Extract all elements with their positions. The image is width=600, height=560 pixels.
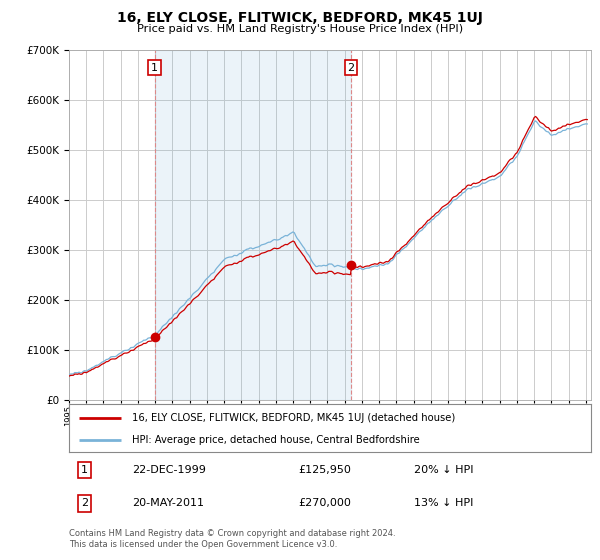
Text: 16, ELY CLOSE, FLITWICK, BEDFORD, MK45 1UJ (detached house): 16, ELY CLOSE, FLITWICK, BEDFORD, MK45 1… (131, 413, 455, 423)
Text: 20-MAY-2011: 20-MAY-2011 (131, 498, 203, 508)
Text: 22-DEC-1999: 22-DEC-1999 (131, 465, 206, 475)
Text: £125,950: £125,950 (299, 465, 352, 475)
Text: HPI: Average price, detached house, Central Bedfordshire: HPI: Average price, detached house, Cent… (131, 435, 419, 445)
Text: Contains HM Land Registry data © Crown copyright and database right 2024.
This d: Contains HM Land Registry data © Crown c… (69, 529, 395, 549)
Text: 2: 2 (347, 63, 355, 73)
Text: £270,000: £270,000 (299, 498, 352, 508)
Text: 20% ↓ HPI: 20% ↓ HPI (413, 465, 473, 475)
Text: 2: 2 (81, 498, 88, 508)
Text: 16, ELY CLOSE, FLITWICK, BEDFORD, MK45 1UJ: 16, ELY CLOSE, FLITWICK, BEDFORD, MK45 1… (117, 11, 483, 25)
Text: 1: 1 (151, 63, 158, 73)
Text: Price paid vs. HM Land Registry's House Price Index (HPI): Price paid vs. HM Land Registry's House … (137, 24, 463, 34)
Text: 1: 1 (81, 465, 88, 475)
Text: 13% ↓ HPI: 13% ↓ HPI (413, 498, 473, 508)
Bar (155, 50, 351, 400)
